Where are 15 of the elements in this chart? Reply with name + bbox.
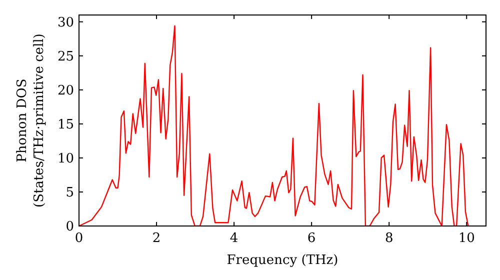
y-axis-title: Phonon DOS (States/THz·primitive cell) [15, 33, 47, 208]
y-tick-label: 0 [66, 220, 74, 235]
x-tick-label: 8 [384, 231, 394, 246]
y-tick-label: 5 [66, 186, 74, 201]
y-tick-label: 20 [57, 83, 74, 98]
y-tick-label: 30 [57, 15, 74, 30]
y-tick-label: 25 [57, 49, 74, 64]
x-axis-title: Frequency (THz) [226, 253, 338, 268]
x-tick-label: 10 [458, 231, 475, 246]
x-tick-label: 6 [307, 231, 316, 246]
y-tick-label: 10 [57, 151, 74, 166]
x-tick-label: 2 [152, 231, 161, 246]
line-series [79, 25, 469, 226]
x-tick-label: 4 [230, 231, 238, 246]
y-tick-label: 15 [57, 117, 74, 132]
